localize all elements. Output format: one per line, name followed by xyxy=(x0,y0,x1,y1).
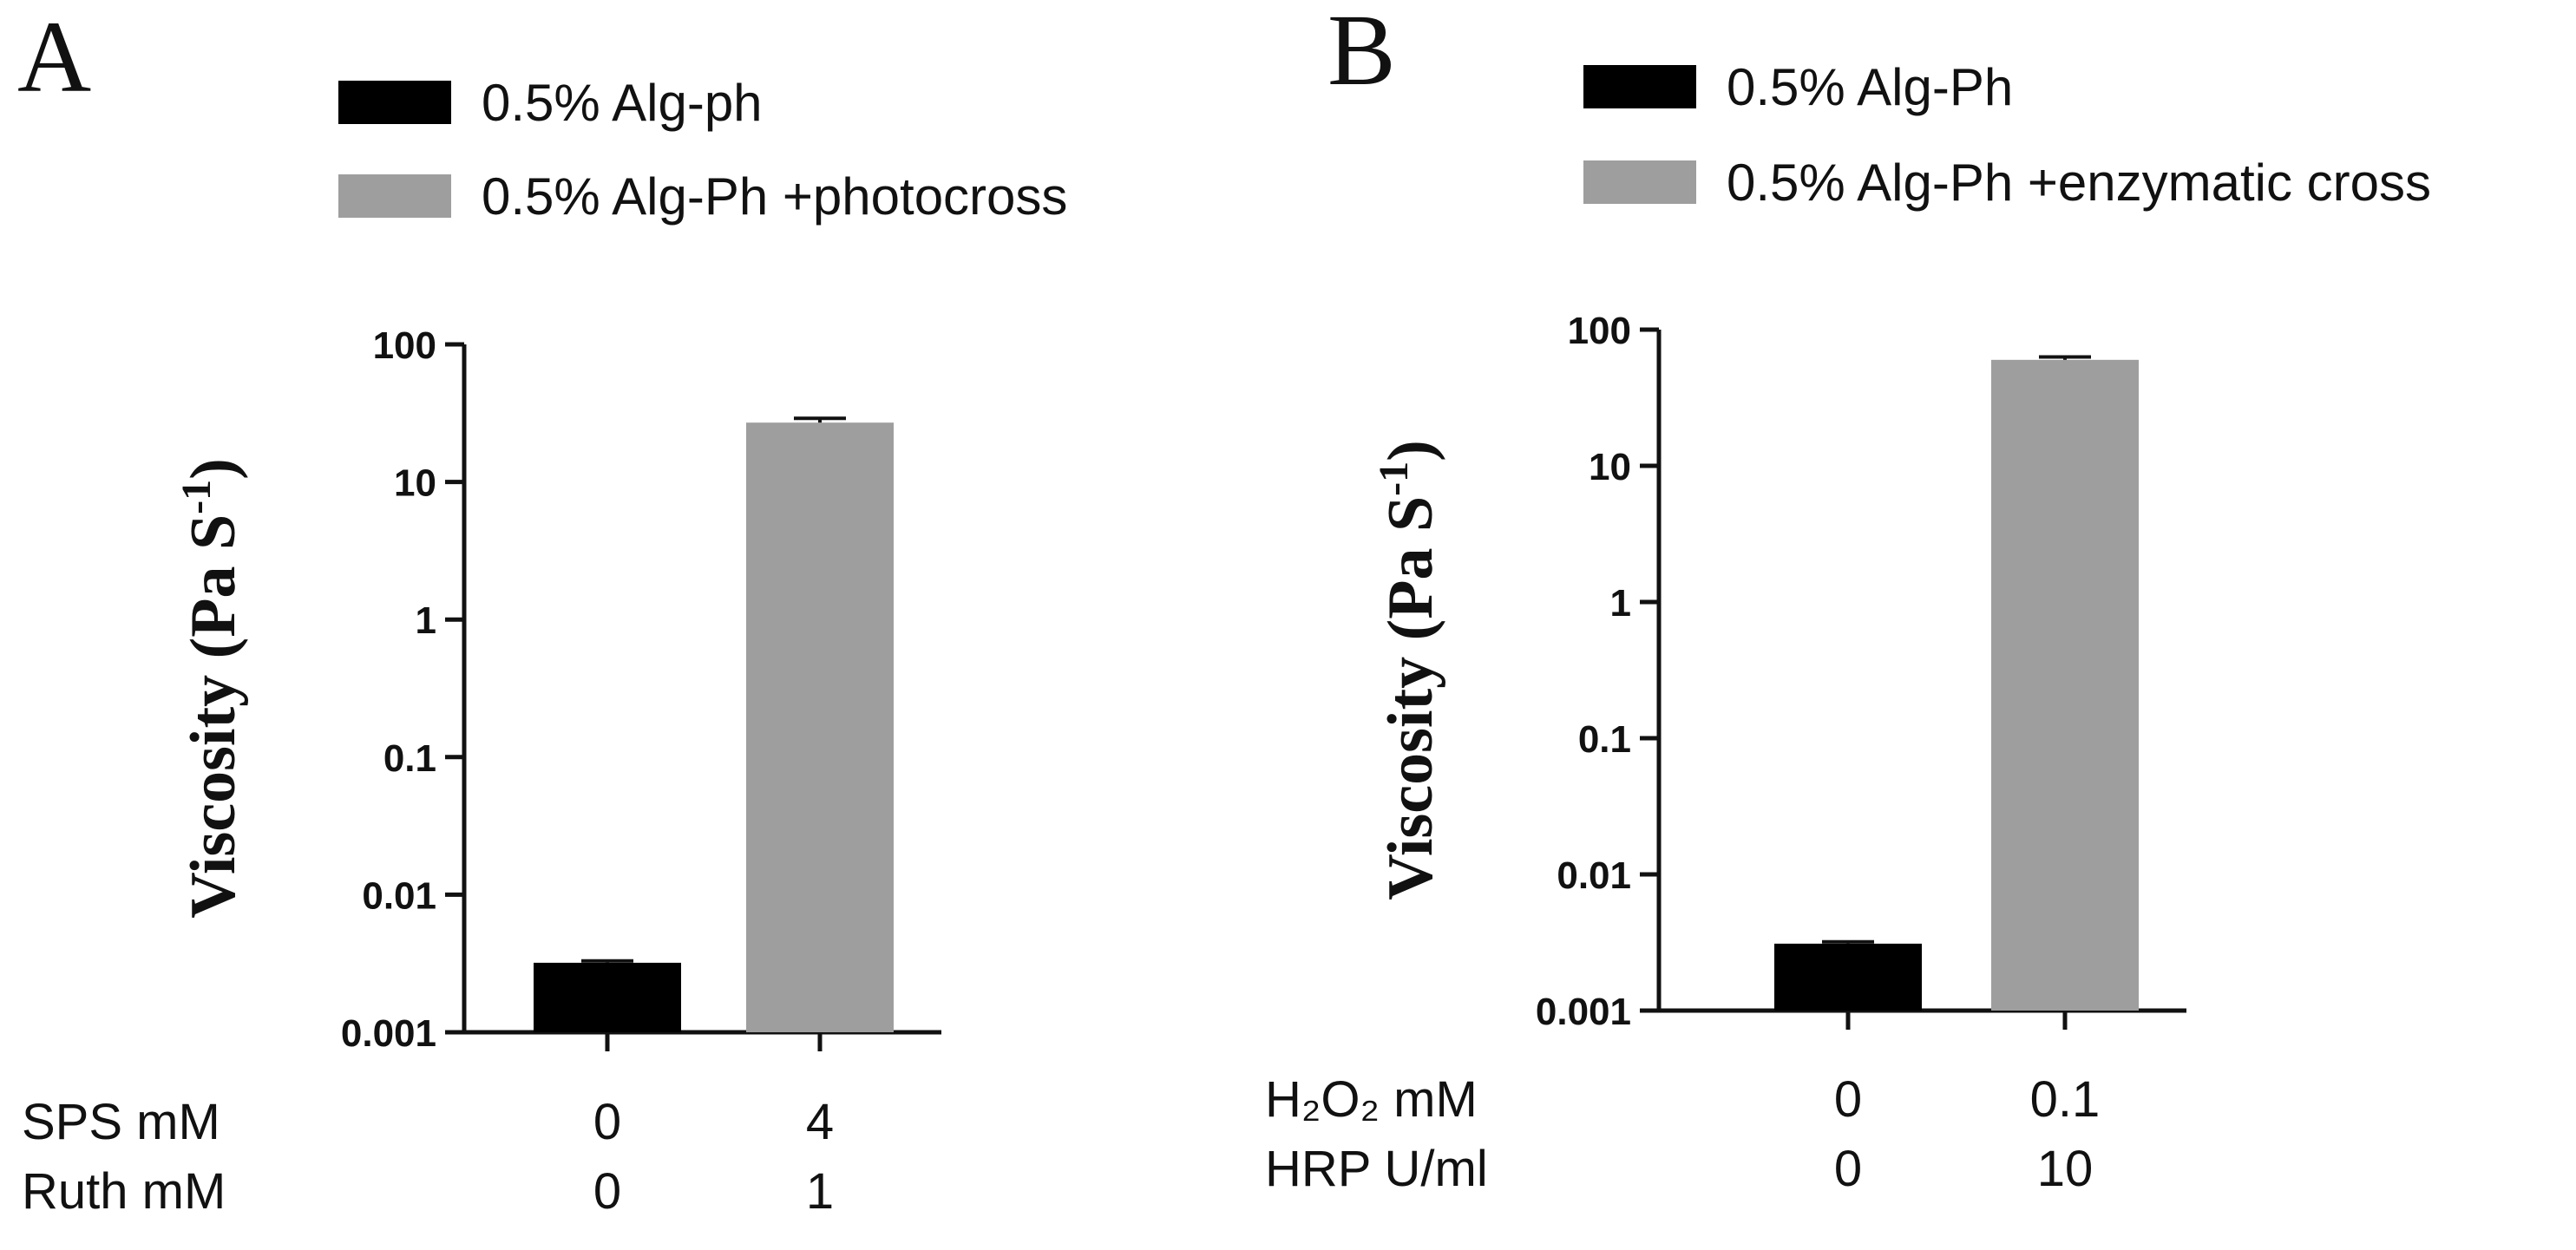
legend-swatch-2 xyxy=(338,174,451,218)
condition-value: 0 xyxy=(593,1163,621,1220)
y-tick-label: 10 xyxy=(394,462,436,505)
y-tick-label: 1 xyxy=(1610,582,1631,625)
bar-1 xyxy=(1774,943,1922,1011)
condition-label-2: Ruth mM xyxy=(22,1163,226,1220)
condition-value: 10 xyxy=(2037,1141,2094,1197)
legend-swatch-2 xyxy=(1583,160,1696,204)
y-tick-label: 0.01 xyxy=(1557,854,1631,897)
y-axis-label-close: ) xyxy=(1375,440,1446,461)
y-axis-label-close: ) xyxy=(178,458,249,480)
y-axis-label-main: Viscosity (Pa S xyxy=(178,514,249,919)
legend-label-2: 0.5% Alg-Ph +photocross xyxy=(482,167,1067,226)
y-tick-label: 0.001 xyxy=(341,1012,436,1055)
condition-label-1: H₂O₂ mM xyxy=(1265,1071,1478,1128)
panel-letter: A xyxy=(17,0,91,114)
y-tick-label: 10 xyxy=(1589,446,1631,488)
bar-2 xyxy=(746,422,894,1033)
y-tick-label: 100 xyxy=(373,324,436,367)
condition-value: 1 xyxy=(806,1163,834,1220)
condition-value: 4 xyxy=(806,1094,834,1150)
panel-b: B 0.5% Alg-Ph 0.5% Alg-Ph +enzymatic cross… xyxy=(1265,0,2431,1197)
legend-label-2: 0.5% Alg-Ph +enzymatic cross xyxy=(1727,154,2431,212)
condition-value: 0.1 xyxy=(2030,1071,2101,1128)
y-axis-label-main: Viscosity (Pa S xyxy=(1375,496,1446,900)
condition-value: 0 xyxy=(1834,1141,1862,1197)
y-tick-label: 1 xyxy=(416,599,436,642)
y-tick-label: 0.001 xyxy=(1536,991,1631,1033)
panel-letter: B xyxy=(1327,0,1396,107)
condition-value: 0 xyxy=(593,1094,621,1150)
y-axis-label-sup: -1 xyxy=(174,480,220,514)
bar-1 xyxy=(534,962,681,1032)
y-axis-label-sup: -1 xyxy=(1371,461,1417,496)
condition-value: 0 xyxy=(1834,1071,1862,1128)
legend-swatch-1 xyxy=(338,81,451,124)
y-tick-label: 0.1 xyxy=(383,737,436,780)
y-axis-label: Viscosity (Pa S-1) xyxy=(174,458,249,919)
legend-swatch-1 xyxy=(1583,65,1696,108)
panel-a: A 0.5% Alg-ph0.5% Alg-Ph +photocross10010… xyxy=(17,0,1067,1220)
condition-label-2: HRP U/ml xyxy=(1265,1141,1488,1197)
y-tick-label: 100 xyxy=(1568,310,1631,352)
y-tick-label: 0.01 xyxy=(362,874,436,917)
y-axis-label: Viscosity (Pa S-1) xyxy=(1371,440,1446,900)
y-tick-label: 0.1 xyxy=(1578,718,1631,761)
condition-label-1: SPS mM xyxy=(22,1094,220,1150)
bar-2 xyxy=(1991,359,2139,1011)
legend-label-1: 0.5% Alg-ph xyxy=(482,74,763,132)
legend-label-1: 0.5% Alg-Ph xyxy=(1727,58,2013,116)
